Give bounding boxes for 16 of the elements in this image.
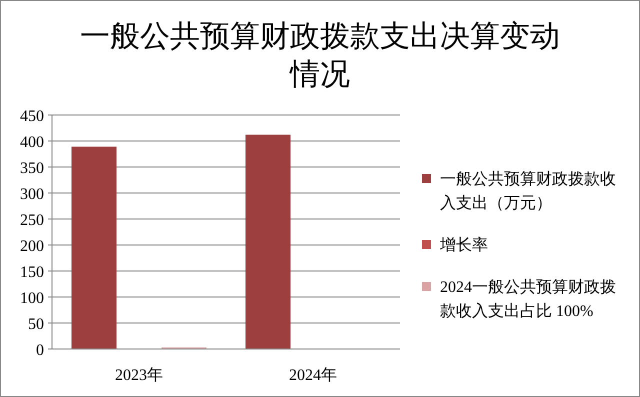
y-tick-label: 400 bbox=[20, 134, 44, 151]
bar bbox=[72, 146, 116, 349]
bar bbox=[246, 134, 290, 349]
y-tick-label: 200 bbox=[20, 238, 44, 255]
y-tick-label: 100 bbox=[20, 290, 44, 307]
y-tick-label: 250 bbox=[20, 212, 44, 229]
y-tick-label: 50 bbox=[28, 316, 44, 333]
y-tick-label: 450 bbox=[20, 108, 44, 125]
y-tick-label: 300 bbox=[20, 186, 44, 203]
x-tick-label: 2023年 bbox=[115, 367, 163, 384]
y-tick-label: 0 bbox=[36, 342, 44, 359]
y-tick-label: 150 bbox=[20, 264, 44, 281]
title: 情况 bbox=[290, 58, 350, 91]
title: 一般公共预算财政拨款支出决算变动 bbox=[80, 20, 560, 53]
y-tick-label: 350 bbox=[20, 160, 44, 177]
x-tick-label: 2024年 bbox=[289, 367, 337, 384]
